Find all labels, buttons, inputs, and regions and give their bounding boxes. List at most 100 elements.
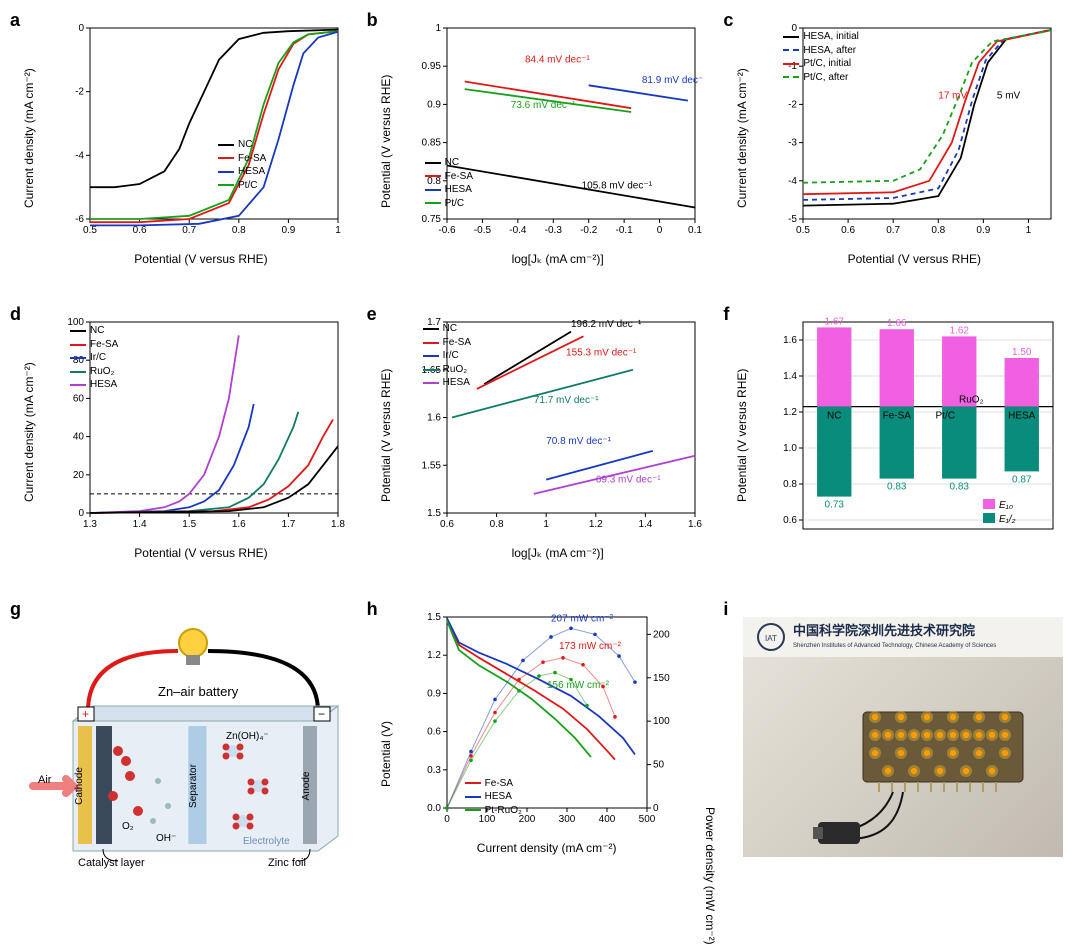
svg-text:73.6 mV dec⁻¹: 73.6 mV dec⁻¹ (510, 100, 575, 111)
svg-text:Electrolyte: Electrolyte (243, 836, 290, 847)
panel-g: g +−Zn–air batteryAirCathodeSeparatorAno… (8, 597, 359, 885)
svg-text:1.2: 1.2 (427, 650, 441, 661)
svg-text:Anode: Anode (301, 771, 312, 800)
svg-text:IAT: IAT (765, 634, 777, 643)
legend-item: RuO₂ (423, 363, 471, 377)
legend-item: HESA, initial (783, 30, 859, 44)
panel-h: h 01002003004005000.00.30.60.91.21.50501… (365, 597, 716, 885)
svg-text:0.83: 0.83 (887, 482, 907, 493)
legend: HESA, initialHESA, afterPt/C, initialPt/… (783, 30, 859, 84)
ylabel: Potential (V versus RHE) (735, 369, 749, 502)
svg-text:0.6: 0.6 (133, 225, 147, 236)
panel-d: d 1.31.41.51.61.71.8020406080100 Current… (8, 302, 359, 590)
legend-item: HESA (465, 790, 522, 804)
svg-text:0: 0 (653, 803, 659, 814)
legend-item: Fe-SA (423, 336, 471, 350)
legend-item: Fe-SA (70, 338, 118, 352)
legend: NCFe-SAIr/CRuO₂HESA (423, 322, 471, 390)
legend: NCFe-SAHESAPt/C (425, 156, 473, 210)
svg-text:0.9: 0.9 (281, 225, 295, 236)
svg-text:NC: NC (827, 411, 841, 422)
legend-item: HESA (70, 378, 118, 392)
legend-item: HESA (425, 183, 473, 197)
xlabel: Potential (V versus RHE) (56, 252, 346, 266)
svg-text:155.3 mV dec⁻¹: 155.3 mV dec⁻¹ (566, 348, 637, 359)
svg-text:1.6: 1.6 (232, 519, 246, 530)
svg-text:70.8 mV dec⁻¹: 70.8 mV dec⁻¹ (546, 437, 611, 448)
svg-text:1.8: 1.8 (331, 519, 345, 530)
svg-text:E₁₀: E₁₀ (999, 500, 1013, 511)
svg-text:0.5: 0.5 (796, 225, 810, 236)
svg-text:0.6: 0.6 (783, 515, 797, 526)
svg-text:300: 300 (558, 814, 575, 825)
ylabel: Current density (mA cm⁻²) (22, 68, 36, 208)
panel-f: f 0.60.81.01.21.41.61.670.73NC1.660.83Fe… (721, 302, 1072, 590)
svg-text:-6: -6 (75, 214, 84, 225)
svg-text:Separator: Separator (188, 763, 199, 808)
svg-text:0: 0 (444, 814, 450, 825)
legend-item: RuO₂ (70, 365, 118, 379)
svg-text:+: + (82, 707, 89, 721)
legend-item: HESA (218, 165, 266, 179)
legend-item: Ir/C (423, 349, 471, 363)
svg-text:20: 20 (73, 470, 85, 481)
legend-item: NC (218, 138, 266, 152)
svg-text:-0.1: -0.1 (615, 225, 633, 236)
svg-text:71.7 mV dec⁻¹: 71.7 mV dec⁻¹ (533, 396, 598, 407)
panel-label: e (367, 304, 377, 325)
svg-text:0.0: 0.0 (427, 803, 441, 814)
panel-label: i (723, 599, 728, 620)
legend-item: HESA, after (783, 44, 859, 58)
svg-text:1: 1 (335, 225, 341, 236)
svg-text:Zinc foil: Zinc foil (268, 857, 306, 869)
svg-text:1: 1 (543, 519, 549, 530)
legend-item: Fe-SA (218, 152, 266, 166)
svg-text:40: 40 (73, 432, 85, 443)
svg-text:0.1: 0.1 (688, 225, 702, 236)
svg-text:0.5: 0.5 (83, 225, 97, 236)
svg-text:1.5: 1.5 (182, 519, 196, 530)
svg-text:0.6: 0.6 (440, 519, 454, 530)
svg-text:-0.3: -0.3 (544, 225, 562, 236)
svg-text:1: 1 (1026, 225, 1032, 236)
svg-text:Shenzhen Institutes of Advance: Shenzhen Institutes of Advanced Technolo… (793, 643, 996, 649)
svg-text:1.4: 1.4 (133, 519, 147, 530)
panel-label: b (367, 10, 378, 31)
xlabel: log[Jₖ (mA cm⁻²)] (413, 546, 703, 560)
svg-text:0.7: 0.7 (887, 225, 901, 236)
svg-text:0.8: 0.8 (932, 225, 946, 236)
plot-f: 0.60.81.01.21.41.61.670.73NC1.660.83Fe-S… (769, 316, 1059, 541)
legend: Fe-SAHESAPt-RuO₂ (465, 777, 522, 818)
plot-h: 01002003004005000.00.30.60.91.21.5050100… (413, 611, 681, 836)
svg-text:105.8 mV dec⁻¹: 105.8 mV dec⁻¹ (581, 180, 652, 191)
svg-text:1: 1 (435, 23, 441, 34)
panel-label: g (10, 599, 21, 620)
svg-text:156 mW cm⁻²: 156 mW cm⁻² (547, 680, 610, 691)
svg-text:1.2: 1.2 (589, 519, 603, 530)
svg-text:207 mW cm⁻²: 207 mW cm⁻² (551, 613, 614, 624)
svg-text:0.9: 0.9 (427, 688, 441, 699)
svg-text:5 mV: 5 mV (997, 91, 1021, 102)
svg-text:0.73: 0.73 (825, 500, 845, 511)
legend-item: Pt/C (218, 179, 266, 193)
xlabel: Current density (mA cm⁻²) (413, 841, 681, 855)
svg-text:1.50: 1.50 (1012, 347, 1032, 358)
svg-text:1.6: 1.6 (783, 335, 797, 346)
legend-item: HESA (423, 376, 471, 390)
svg-text:-4: -4 (75, 150, 84, 161)
legend-item: Pt-RuO₂ (465, 804, 522, 818)
svg-text:-3: -3 (788, 138, 797, 149)
svg-text:0: 0 (78, 23, 84, 34)
legend-item: NC (423, 322, 471, 336)
svg-text:400: 400 (598, 814, 615, 825)
svg-text:1.4: 1.4 (783, 371, 797, 382)
svg-text:0.3: 0.3 (427, 764, 441, 775)
svg-text:1.5: 1.5 (427, 508, 441, 519)
svg-text:Catalyst layer: Catalyst layer (78, 857, 145, 869)
ylabel: Current density (mA cm⁻²) (22, 363, 36, 503)
svg-text:-0.6: -0.6 (438, 225, 456, 236)
svg-text:HESA: HESA (1008, 411, 1036, 422)
panel-label: a (10, 10, 20, 31)
svg-text:0.9: 0.9 (977, 225, 991, 236)
svg-text:500: 500 (638, 814, 655, 825)
